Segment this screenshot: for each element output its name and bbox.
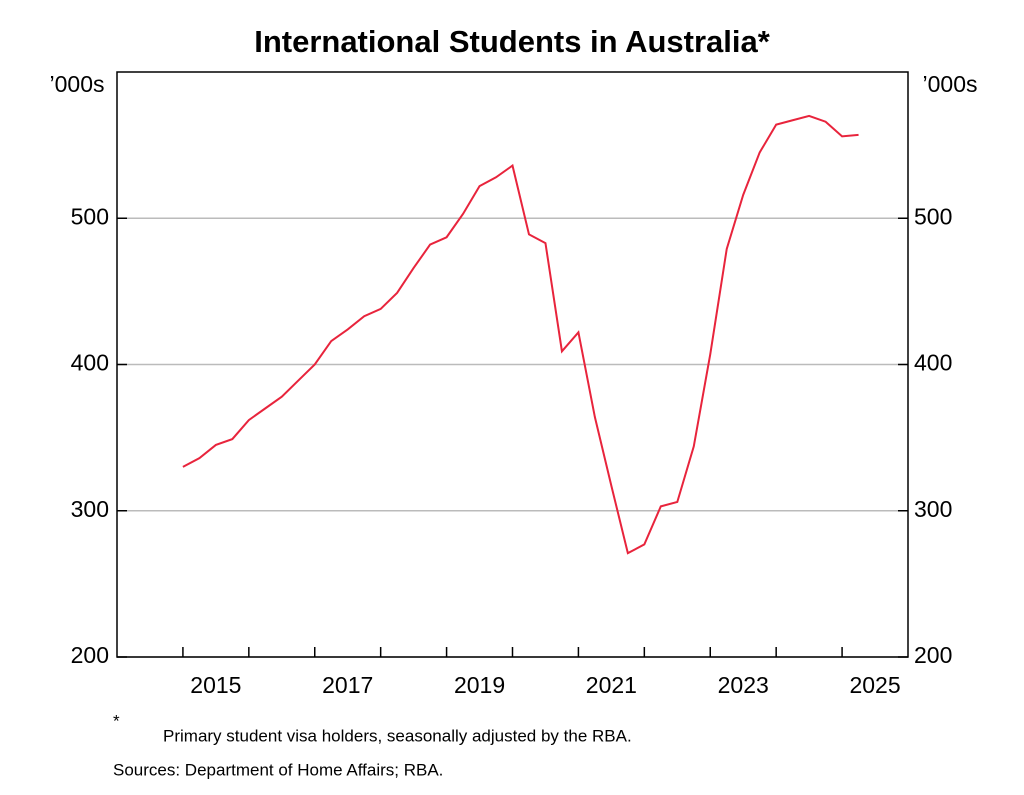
- x-tick-label: 2017: [322, 672, 373, 698]
- y2-unit-label: ’000s: [923, 71, 978, 97]
- y-unit-label: ’000s: [50, 71, 105, 97]
- y2-tick-label: 400: [914, 350, 952, 376]
- plot-frame: [116, 71, 909, 658]
- y-tick-label: 500: [71, 203, 109, 229]
- footnote-marker: *: [113, 711, 120, 730]
- chart-title: International Students in Australia*: [254, 24, 771, 59]
- x-tick-label: 2015: [190, 672, 241, 698]
- footnote: Primary student visa holders, seasonally…: [163, 726, 632, 745]
- y2-tick-label: 200: [914, 642, 952, 668]
- x-tick-label: 2019: [454, 672, 505, 698]
- y-tick-label: 300: [71, 496, 109, 522]
- x-tick-label: 2025: [849, 672, 900, 698]
- y-tick-label: 200: [71, 642, 109, 668]
- y-tick-label: 400: [71, 350, 109, 376]
- y2-tick-label: 500: [914, 203, 952, 229]
- y2-tick-label: 300: [914, 496, 952, 522]
- data-line: [182, 114, 859, 555]
- sources: Sources: Department of Home Affairs; RBA…: [113, 760, 443, 779]
- x-tick-label: 2023: [718, 672, 769, 698]
- x-tick-label: 2021: [586, 672, 637, 698]
